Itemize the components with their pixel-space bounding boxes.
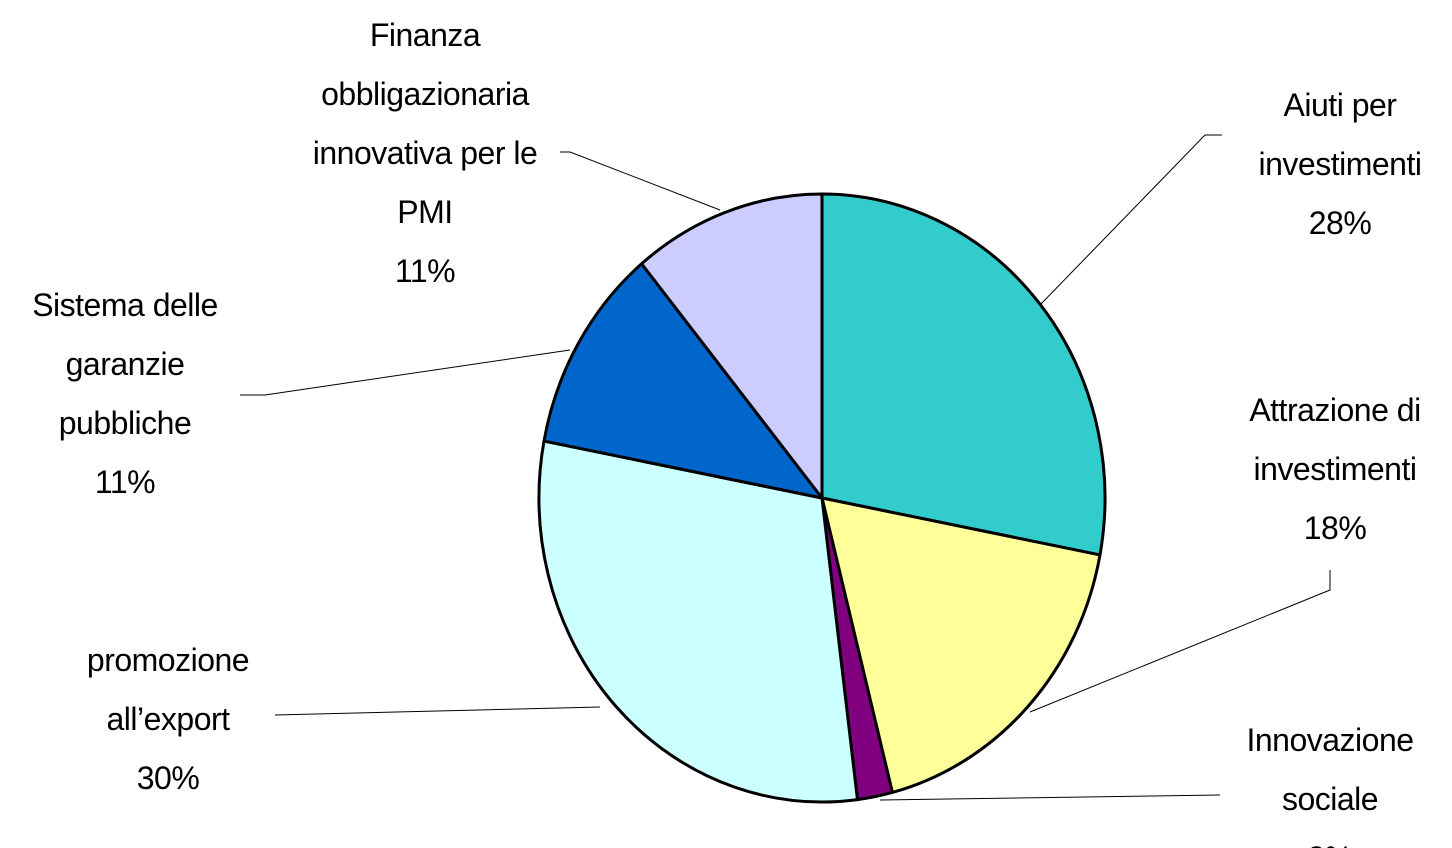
pie-slice xyxy=(820,496,1102,794)
leader-line xyxy=(1039,134,1222,306)
slice-label: Finanza obbligazionaria innovativa per l… xyxy=(285,6,565,301)
leader-line xyxy=(1029,570,1331,713)
category-name: promozione all’export xyxy=(86,642,250,737)
value-label: 11% xyxy=(394,253,456,289)
leader-line xyxy=(560,151,721,211)
slice-label: Innovazione sociale 2% xyxy=(1230,711,1430,848)
pie-slice xyxy=(640,192,824,500)
pie-slice xyxy=(542,262,824,500)
slice-label: Sistema delle garanzie pubbliche 11% xyxy=(15,276,235,512)
value-label: 18% xyxy=(1303,510,1367,546)
value-label: 2% xyxy=(1230,829,1430,848)
value-label: 11% xyxy=(94,464,156,500)
category-name: Sistema delle garanzie pubbliche xyxy=(32,287,218,441)
category-name: Finanza obbligazionaria innovativa per l… xyxy=(312,17,538,230)
pie-slice xyxy=(820,192,1107,557)
pie-slice xyxy=(537,439,859,804)
slice-label: Aiuti per investimenti 28% xyxy=(1240,76,1440,253)
slice-label: promozione all’export 30% xyxy=(68,631,268,808)
category-name: Innovazione sociale xyxy=(1246,722,1414,817)
category-name: Attrazione di investimenti xyxy=(1249,392,1421,487)
leader-line xyxy=(879,794,1221,801)
category-name: Aiuti per investimenti xyxy=(1258,87,1422,182)
value-label: 28% xyxy=(1308,205,1372,241)
slice-label: Attrazione di investimenti 18% xyxy=(1228,381,1443,558)
leader-line xyxy=(274,706,601,716)
value-label: 30% xyxy=(136,760,200,796)
leader-line xyxy=(240,349,571,396)
